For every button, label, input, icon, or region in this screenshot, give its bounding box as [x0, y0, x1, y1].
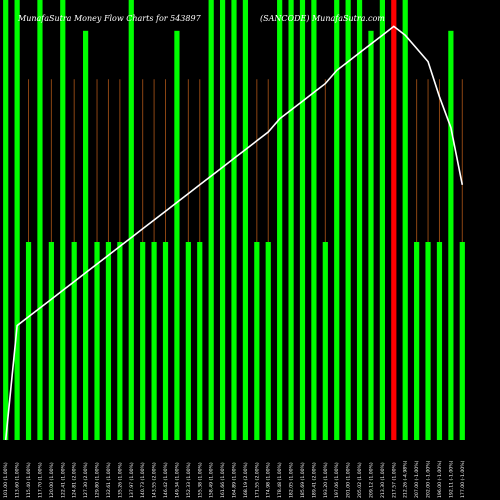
x-tick-label: 149.34 (1.00%): [174, 462, 180, 498]
x-tick-label: 212.26 (-4.98%): [403, 460, 409, 498]
x-tick-label: 182.05 (1.00%): [289, 462, 295, 498]
x-tick-label: 168.19 (2.00%): [243, 462, 249, 498]
money-flow-bar: [402, 0, 408, 440]
x-tick-label: 185.69 (1.00%): [300, 462, 306, 498]
money-flow-bar: [151, 242, 157, 440]
money-flow-bar: [25, 242, 32, 440]
x-tick-label: 189.41 (2.00%): [311, 462, 317, 498]
money-flow-bar: [425, 242, 431, 440]
x-tick-label: 161.66 (1.00%): [220, 462, 226, 498]
x-tick-label: 113.60 (1.00%): [15, 462, 21, 498]
money-flow-bar: [448, 30, 454, 441]
money-flow-bar: [322, 242, 328, 440]
money-flow-bar: [128, 0, 134, 440]
x-tick-label: 178.48 (1.00%): [277, 462, 283, 498]
x-tick-labels: 101.00 (1.00%) 113.60 (1.00%) 115.40 (1.00…: [3, 460, 466, 498]
x-tick-label: 115.40 (1.00%): [26, 462, 32, 498]
x-tick-label: 117.70 (1.00%): [37, 462, 43, 498]
money-flow-bar: [254, 242, 260, 440]
money-flow-bar: [105, 242, 112, 440]
x-tick-label: 202.00 (-1.00%): [426, 460, 432, 498]
money-flow-bar: [3, 0, 9, 440]
x-tick-label: 213.30 (1.00%): [380, 462, 386, 498]
x-tick-label: 132.61 (1.00%): [106, 462, 112, 498]
money-flow-bar: [459, 242, 465, 440]
money-flow-bar: [197, 242, 203, 440]
x-tick-label: 146.42 (1.00%): [163, 462, 169, 498]
x-tick-label: 197.06 (1.00%): [334, 462, 340, 498]
x-tick-label: 122.41 (1.00%): [60, 462, 66, 498]
x-tick-label: 120.00 (1.00%): [49, 462, 55, 498]
x-tick-label: 196.00 (-1.00%): [437, 460, 443, 498]
money-flow-bar: [414, 242, 420, 440]
money-flow-bar: [208, 0, 214, 440]
x-tick-label: 192.11 (-1.00%): [448, 460, 454, 498]
x-tick-label: 217.57 (1.00%): [391, 462, 397, 498]
money-flow-bar: [436, 242, 443, 440]
money-flow-bar: [277, 0, 283, 440]
money-flow-bar: [311, 0, 317, 440]
money-flow-bar: [117, 242, 123, 440]
x-tick-label: 101.00 (1.00%): [3, 462, 9, 498]
money-flow-bar: [231, 0, 237, 440]
money-flow-bar: [219, 0, 226, 440]
money-flow-bar: [265, 242, 271, 440]
x-tick-label: 143.55 (2.00%): [152, 462, 158, 498]
money-flow-bar: [334, 0, 340, 440]
money-flow-bar: [94, 242, 100, 440]
x-tick-label: 177.00 (-1.00%): [460, 460, 466, 498]
x-tick-label: 124.81 (2.00%): [72, 462, 78, 498]
money-flow-bar: [345, 0, 351, 440]
x-tick-label: 129.80 (1.00%): [95, 462, 101, 498]
money-flow-bar: [83, 30, 89, 441]
money-flow-bar: [48, 242, 54, 440]
x-tick-label: 140.73 (1.00%): [140, 462, 146, 498]
x-tick-label: 158.49 (1.00%): [209, 462, 215, 498]
money-flow-bar: [356, 0, 363, 440]
money-flow-bar: [71, 242, 77, 440]
x-tick-label: 171.55 (2.00%): [254, 462, 260, 498]
money-flow-bar: [368, 30, 374, 441]
x-tick-label: 152.33 (1.00%): [186, 462, 192, 498]
money-flow-bar: [299, 0, 306, 440]
money-flow-bar: [379, 0, 385, 440]
money-flow-bar: [174, 30, 180, 441]
x-tick-label: 135.26 (1.00%): [117, 462, 123, 498]
money-flow-bar: [288, 0, 294, 440]
x-tick-label: 174.98 (1.00%): [266, 462, 272, 498]
money-flow-bar: [391, 0, 397, 440]
x-tick-label: 164.89 (1.00%): [232, 462, 238, 498]
money-flow-bar: [140, 242, 146, 440]
x-tick-label: 193.20 (1.00%): [323, 462, 329, 498]
money-flow-bar: [37, 0, 43, 440]
x-tick-label: 201.00 (1.00%): [346, 462, 352, 498]
money-flow-bars: [3, 0, 465, 441]
x-tick-label: 205.02 (1.00%): [357, 462, 363, 498]
x-tick-label: 137.97 (1.00%): [129, 462, 135, 498]
money-flow-bar: [185, 242, 191, 440]
chart-title: MunafaSutra Money Flow Charts for 543897: [17, 14, 202, 23]
x-tick-label: 155.38 (1.00%): [197, 462, 203, 498]
x-tick-label: 209.12 (1.00%): [368, 462, 374, 498]
money-flow-bar: [162, 242, 169, 440]
money-flow-bar: [60, 0, 66, 440]
money-flow-line: [4, 25, 464, 441]
chart-subtitle: (SANCODE) MunafaSutra.com: [260, 14, 385, 23]
x-tick-label: 127.30 (2.00%): [83, 462, 89, 498]
money-flow-line-group: [4, 25, 464, 441]
money-flow-bar: [242, 0, 249, 440]
x-tick-label: 207.00 (-1.00%): [414, 460, 420, 498]
money-flow-bar: [14, 0, 20, 440]
